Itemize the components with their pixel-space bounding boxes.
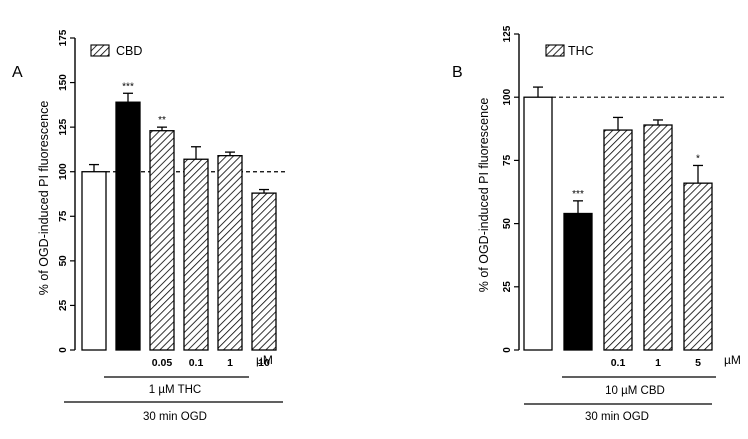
pa-category-label-2: 0.05 [152, 357, 173, 369]
pa-category-label-5: 10 [258, 357, 270, 369]
pa-significance-2: ** [158, 115, 166, 126]
pb-y-tick-label-0: 0 [502, 347, 513, 353]
pa-y-tick-label-7: 175 [58, 29, 69, 46]
panel-label-a: A [12, 64, 23, 81]
y-axis-label-b: % of OGD-induced PI fluorescence [477, 98, 491, 293]
panel-b-marks: 0 25 50 75 100 125 *** 0.1 1 * 5 [502, 25, 724, 405]
bracket-label-a2: 30 min OGD [143, 411, 207, 423]
legend-label-b: THC [568, 44, 594, 58]
y-axis-label-a: % of OGD-induced PI fluorescence [37, 101, 51, 296]
pb-bar-3 [643, 124, 673, 351]
unit-label-b: µM [724, 353, 741, 367]
pb-category-label-4: 5 [695, 357, 701, 369]
pa-y-tick-label-5: 125 [58, 118, 69, 135]
bracket-label-b2: 30 min OGD [585, 411, 649, 423]
pb-category-label-2: 0.1 [611, 357, 626, 369]
pb-bar-0 [523, 96, 553, 351]
pa-y-tick-label-1: 25 [58, 299, 69, 311]
pa-y-tick-label-0: 0 [58, 347, 69, 353]
pb-legend-swatch [545, 44, 565, 57]
bracket-label-a1: 1 µM THC [149, 384, 201, 396]
pa-bar-2 [149, 130, 175, 351]
pa-bar-1 [115, 101, 141, 351]
bracket-label-b1: 10 µM CBD [605, 385, 665, 397]
pa-category-label-3: 0.1 [189, 357, 204, 369]
pb-y-tick-label-4: 100 [502, 88, 513, 105]
pa-bar-3 [183, 158, 209, 351]
pa-legend-swatch [90, 44, 110, 57]
legend-label-a: CBD [116, 44, 142, 58]
pb-y-tick-label-2: 50 [502, 218, 513, 230]
pb-y-tick-label-1: 25 [502, 281, 513, 293]
panel-label-b: B [452, 64, 463, 81]
pa-y-tick-label-3: 75 [58, 210, 69, 222]
pb-significance-4: * [696, 153, 700, 164]
pa-bar-0 [81, 171, 107, 351]
pa-y-tick-label-4: 100 [58, 163, 69, 180]
pb-y-tick-label-5: 125 [502, 25, 513, 42]
pb-significance-1: *** [572, 189, 584, 200]
unit-label-a: µM [256, 353, 273, 367]
pb-y-tick-label-3: 75 [502, 154, 513, 166]
pa-significance-1: *** [122, 81, 134, 92]
pa-y-tick-label-2: 50 [58, 255, 69, 267]
pb-category-label-3: 1 [655, 357, 661, 369]
pa-bar-5 [251, 192, 277, 351]
pa-category-label-4: 1 [227, 357, 233, 369]
pa-bar-4 [217, 155, 243, 351]
pb-bar-1 [563, 212, 593, 351]
pb-bar-4 [683, 182, 713, 351]
pa-y-tick-label-6: 150 [58, 74, 69, 91]
pb-bar-2 [603, 129, 633, 351]
